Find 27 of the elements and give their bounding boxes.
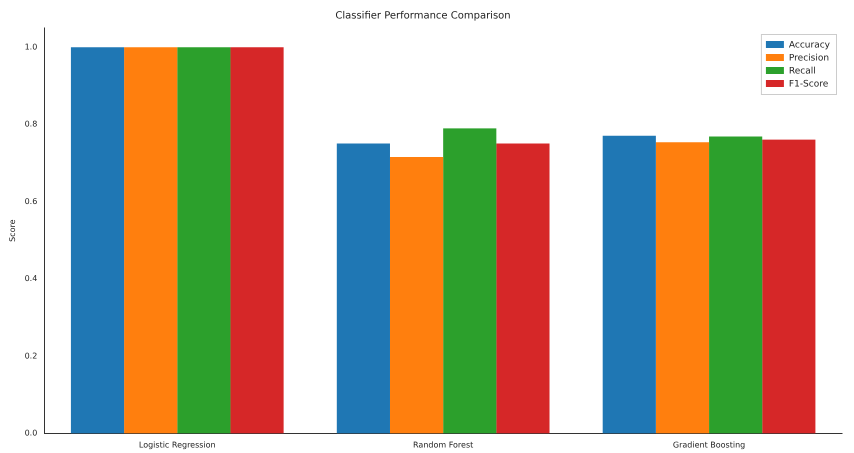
bar xyxy=(762,140,816,434)
legend-label: Recall xyxy=(788,66,816,76)
bar xyxy=(443,128,496,434)
y-tick-label: 0.2 xyxy=(24,351,38,360)
y-tick-label: 1.0 xyxy=(24,42,38,52)
legend-label: Precision xyxy=(788,53,830,64)
y-tick-label: 0.8 xyxy=(24,120,38,129)
y-axis-title: Score xyxy=(8,219,17,242)
bar xyxy=(336,143,390,434)
y-tick-label: 0.4 xyxy=(24,274,38,284)
x-tick-label: Logistic Regression xyxy=(138,440,216,450)
y-tick-label: 0.6 xyxy=(24,196,38,206)
bar xyxy=(177,47,230,434)
x-tick-label: Gradient Boosting xyxy=(672,440,746,450)
bar xyxy=(496,143,550,434)
bar xyxy=(709,136,762,434)
bar xyxy=(602,136,656,434)
bar xyxy=(124,47,178,434)
bar xyxy=(230,47,284,434)
y-tick-label: 0.0 xyxy=(24,428,38,438)
bar xyxy=(390,156,444,434)
legend-label: F1-Score xyxy=(788,79,829,90)
legend-label: Accuracy xyxy=(788,40,831,50)
chart-title: Classifier Performance Comparison xyxy=(335,10,511,22)
bar xyxy=(70,47,124,434)
bar xyxy=(656,142,710,434)
x-tick-label: Random Forest xyxy=(413,440,474,450)
